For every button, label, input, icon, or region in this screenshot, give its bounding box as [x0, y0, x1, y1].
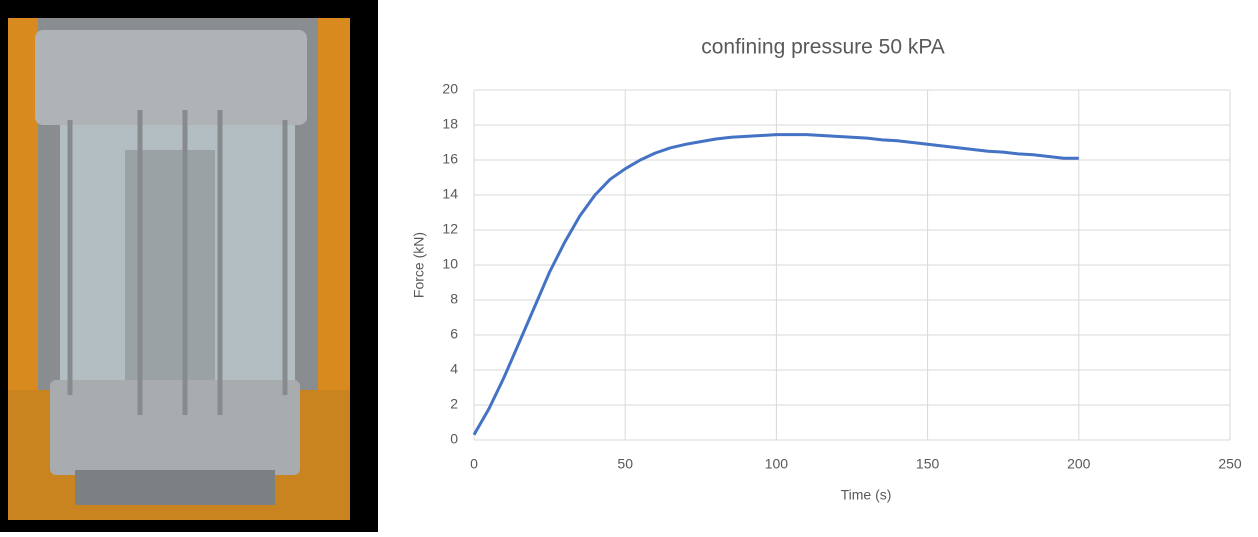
x-tick-label: 100	[765, 456, 789, 472]
x-tick-label: 0	[470, 456, 478, 472]
base	[50, 380, 300, 475]
y-tick-label: 18	[442, 116, 458, 132]
base-plate	[75, 470, 275, 505]
x-tick-label: 50	[617, 456, 633, 472]
x-tick-label: 200	[1067, 456, 1091, 472]
y-tick-label: 20	[442, 81, 458, 97]
y-tick-label: 2	[450, 396, 458, 412]
y-tick-label: 6	[450, 326, 458, 342]
data-line	[472, 133, 1079, 436]
y-axis-label: Force (kN)	[411, 232, 427, 298]
x-tick-label: 250	[1218, 456, 1242, 472]
y-tick-label: 4	[450, 361, 458, 377]
y-tick-label: 12	[442, 221, 458, 237]
y-tick-label: 16	[442, 151, 458, 167]
top-cap	[35, 30, 307, 125]
y-tick-label: 0	[450, 431, 458, 447]
x-axis-label: Time (s)	[841, 487, 892, 503]
chart-title: confining pressure 50 kPA	[701, 36, 945, 59]
orange-post	[318, 18, 350, 398]
tie-rods	[67, 110, 288, 415]
apparatus-photo	[0, 0, 378, 532]
y-tick-label: 14	[442, 186, 458, 202]
y-tick-label: 8	[450, 291, 458, 307]
orange-post	[8, 18, 38, 398]
x-tick-label: 150	[916, 456, 940, 472]
y-tick-label: 10	[442, 256, 458, 272]
